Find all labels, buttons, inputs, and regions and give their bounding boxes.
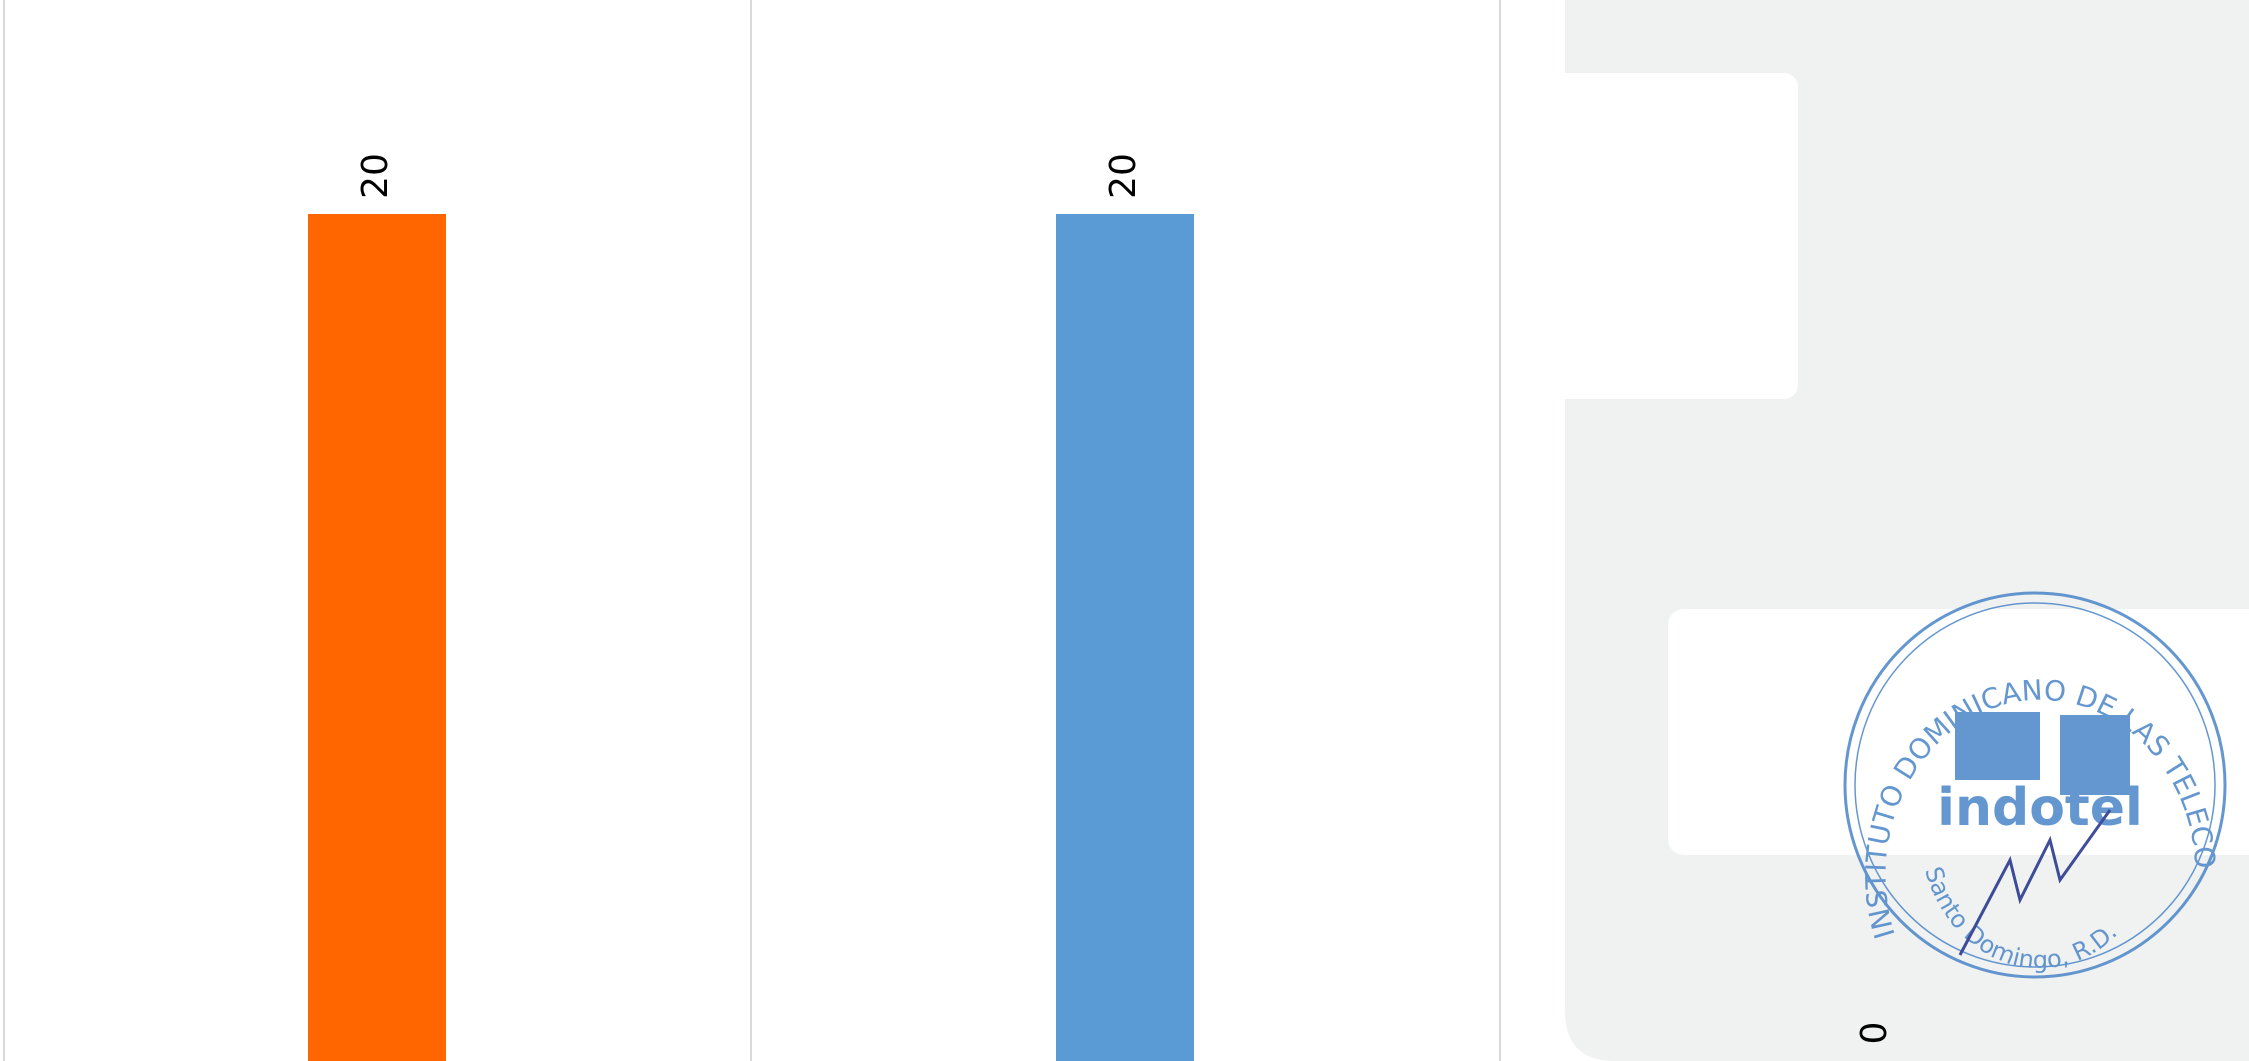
stamp-logo-mark — [2060, 715, 2130, 795]
white-card — [1540, 73, 1798, 399]
data-label: 0 — [1854, 1022, 1895, 1045]
bar — [1056, 214, 1194, 1061]
stamp-ring — [1843, 591, 2227, 979]
stamp-ring — [1854, 602, 2216, 968]
data-label: 20 — [355, 153, 396, 199]
stamp-logo-text: indotel — [1937, 778, 2143, 838]
bar — [308, 214, 446, 1061]
data-label: 20 — [1103, 153, 1144, 199]
bars: 20 20 0 — [308, 153, 1895, 1061]
signature — [1958, 809, 2112, 956]
stamp-logo-mark — [1955, 712, 2040, 780]
